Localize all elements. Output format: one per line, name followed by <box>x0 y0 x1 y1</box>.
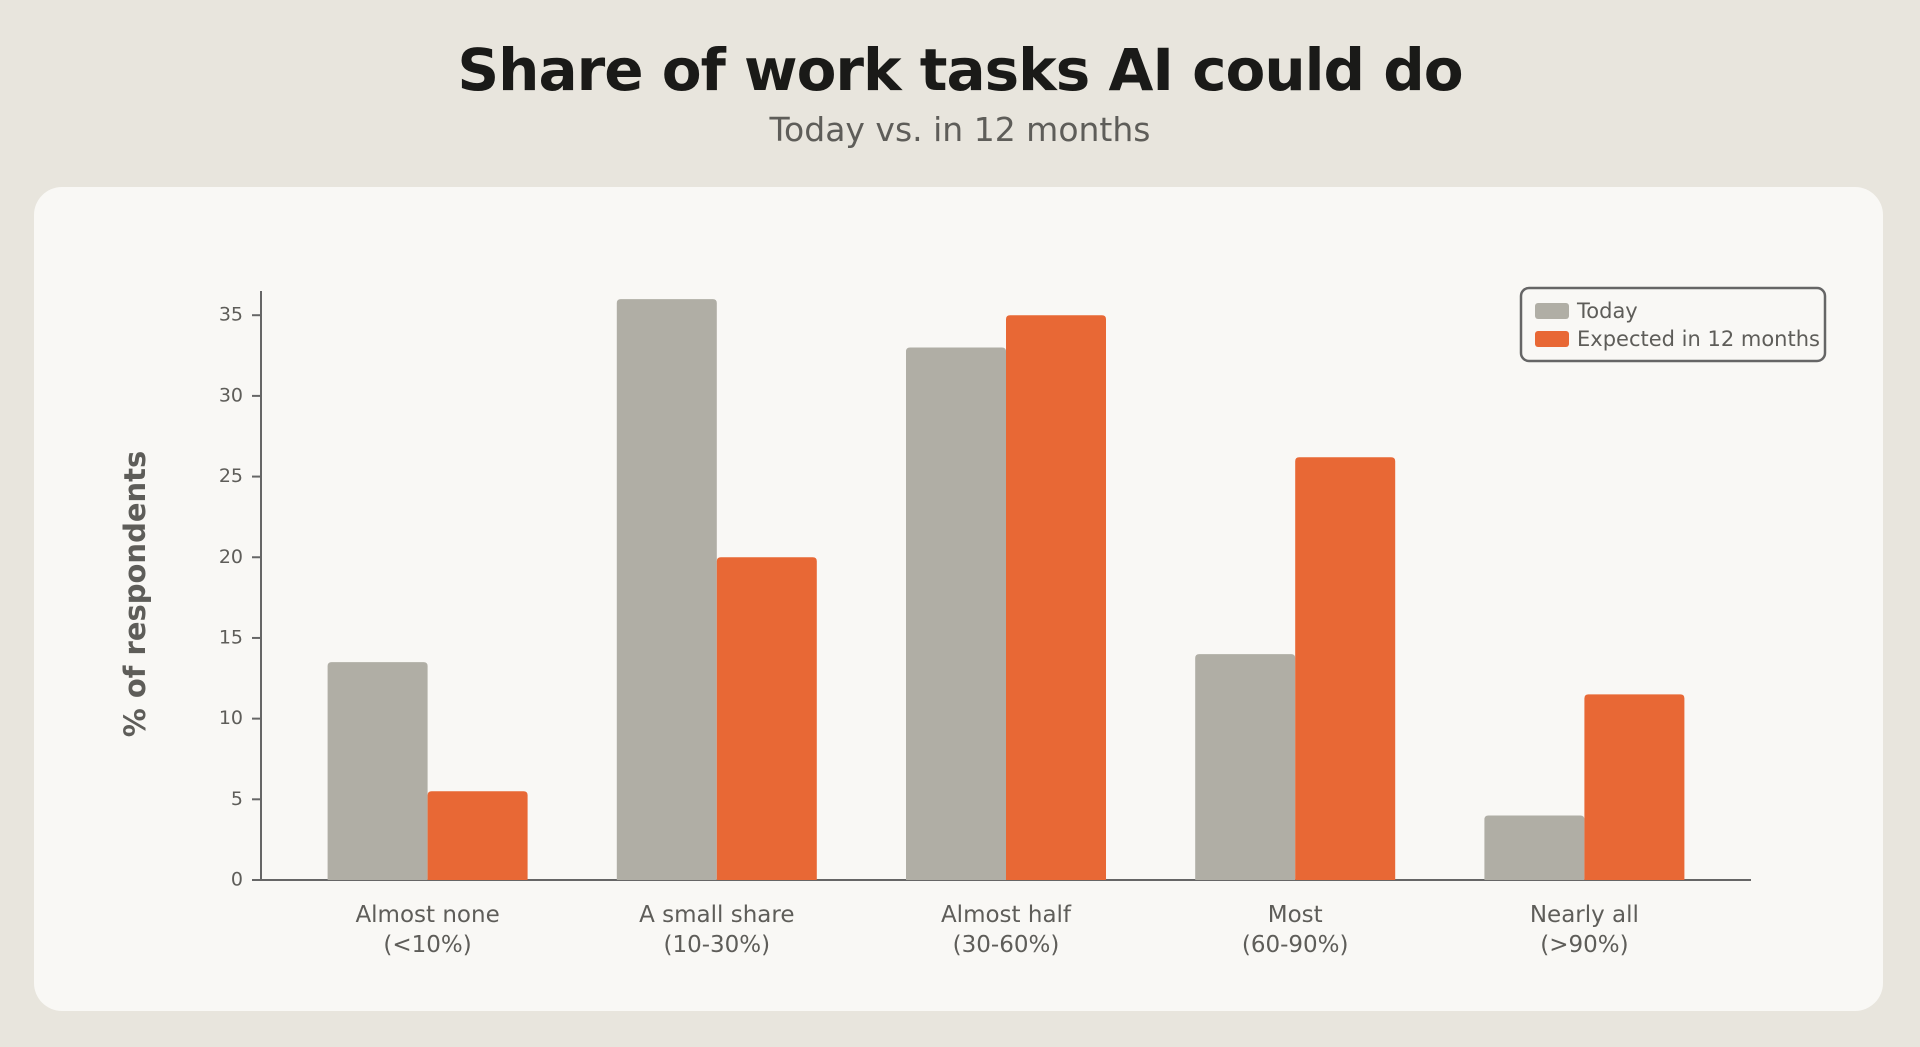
bar <box>906 347 1006 880</box>
y-tick-label: 25 <box>219 465 243 487</box>
y-tick-label: 15 <box>219 626 243 648</box>
chart-title: Share of work tasks AI could do <box>457 36 1463 104</box>
bar <box>616 299 717 880</box>
x-tick-label: Almost half (30-60%) <box>940 902 1072 958</box>
y-tick-label: 0 <box>231 869 243 891</box>
bar <box>1006 315 1106 881</box>
legend-label: Today <box>1576 299 1638 323</box>
chart-subtitle: Today vs. in 12 months <box>769 110 1151 149</box>
legend-swatch <box>1535 303 1569 319</box>
legend-swatch <box>1535 331 1569 347</box>
bar <box>427 791 528 880</box>
bar <box>1295 457 1396 880</box>
y-tick-label: 5 <box>231 788 243 810</box>
bar <box>1484 815 1585 880</box>
bar <box>716 557 817 880</box>
y-tick-label: 35 <box>219 304 243 326</box>
bar <box>1584 694 1685 880</box>
legend-box <box>1519 286 1827 363</box>
y-tick-label: 20 <box>219 546 243 568</box>
x-tick-label: A small share (10-30%) <box>639 902 795 958</box>
y-tick-label: 10 <box>219 707 243 729</box>
y-axis-label: % of respondents <box>118 451 152 738</box>
y-tick-label: 30 <box>219 384 243 406</box>
x-tick-label: Most (60-90%) <box>1241 902 1349 958</box>
x-tick-label: Nearly all (>90%) <box>1529 902 1639 958</box>
bar <box>1195 654 1296 880</box>
x-tick-label: Almost none (<10%) <box>355 902 500 958</box>
legend-label: Expected in 12 months <box>1577 327 1820 351</box>
bar <box>327 662 428 880</box>
